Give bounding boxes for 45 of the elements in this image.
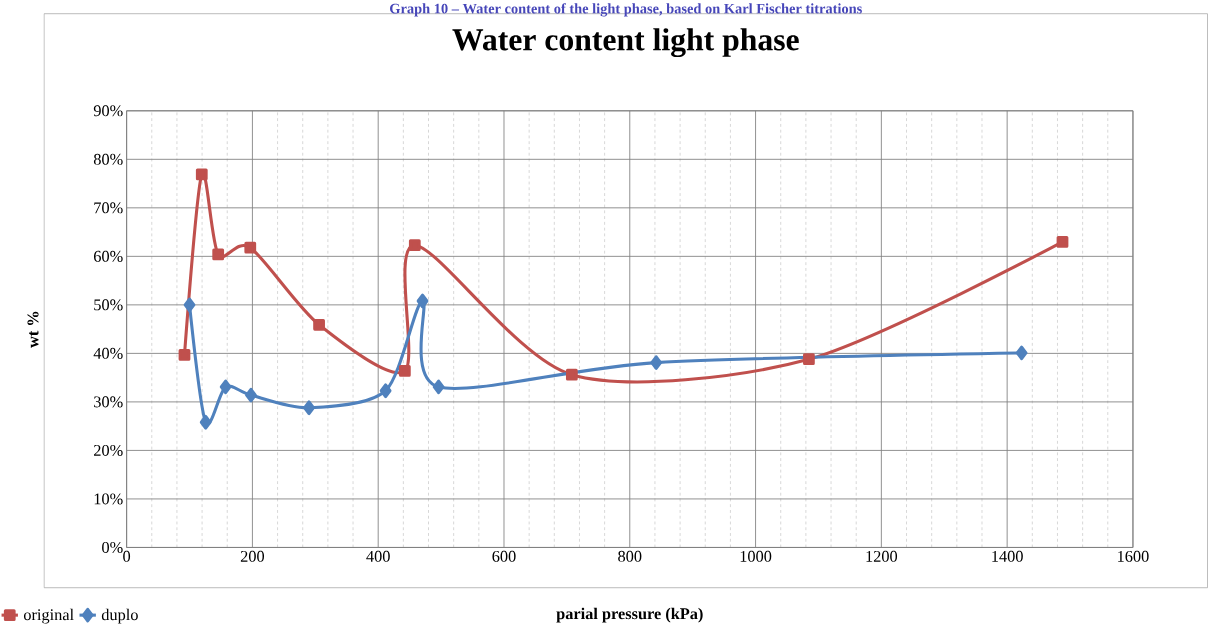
- x-tick-label: 1400: [992, 550, 1023, 562]
- x-tick-label: 0: [123, 550, 131, 562]
- x-tick-label: 800: [618, 550, 642, 562]
- point: [1015, 345, 1028, 361]
- point: [244, 241, 257, 254]
- x-tick-label: 200: [240, 550, 265, 562]
- point: [803, 353, 815, 366]
- point: [303, 400, 315, 416]
- point: [178, 349, 191, 361]
- point: [408, 239, 421, 252]
- y-axis-title: wt %: [27, 311, 39, 349]
- y-tick-label: 90%: [93, 105, 123, 117]
- chart-subtitle: Graph 10 – Water content of the light phase, based on Karl Fischer titrations: [390, 3, 862, 17]
- point: [379, 383, 392, 399]
- y-tick-label: 10%: [94, 493, 123, 505]
- y-tick-label: 20%: [94, 445, 123, 457]
- x-tick-label: 1600: [1118, 550, 1149, 562]
- x-tick-label: 600: [492, 550, 516, 562]
- y-tick-label: 80%: [93, 153, 123, 165]
- x-tick-label: 1000: [740, 550, 772, 562]
- y-tick-label: 50%: [94, 299, 123, 311]
- y-tick-label: 0%: [102, 542, 123, 554]
- point: [650, 355, 663, 371]
- chart-title: Water content light phase: [452, 28, 799, 58]
- legend-label: original: [23, 608, 74, 624]
- point: [1056, 236, 1069, 248]
- point: [212, 248, 225, 261]
- point: [199, 415, 212, 430]
- point: [398, 365, 411, 377]
- x-tick-label: 1200: [866, 550, 898, 562]
- point: [313, 319, 325, 331]
- y-tick-label: 30%: [94, 396, 123, 408]
- point: [565, 368, 578, 381]
- y-tick-label: 40%: [93, 347, 123, 360]
- point: [195, 168, 208, 181]
- point: [432, 379, 445, 395]
- point: [245, 387, 257, 403]
- x-tick-label: 400: [366, 550, 390, 562]
- point: [183, 297, 196, 313]
- y-tick-label: 70%: [94, 202, 123, 214]
- x-axis-title: parial pressure (kPa): [556, 607, 703, 623]
- point: [219, 379, 232, 395]
- legend-label: duplo: [101, 608, 138, 624]
- point: [416, 293, 429, 309]
- y-tick-label: 60%: [94, 250, 123, 263]
